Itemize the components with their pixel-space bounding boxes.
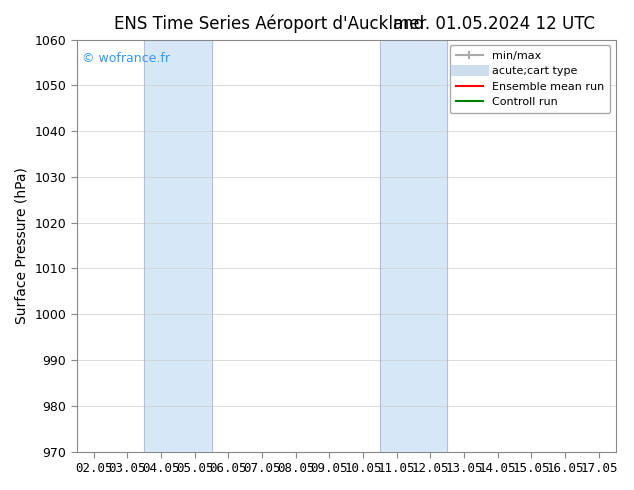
Text: mer. 01.05.2024 12 UTC: mer. 01.05.2024 12 UTC <box>393 15 595 33</box>
Text: ENS Time Series Aéroport d'Auckland: ENS Time Series Aéroport d'Auckland <box>114 15 424 33</box>
Bar <box>380 40 447 452</box>
Text: © wofrance.fr: © wofrance.fr <box>82 52 171 65</box>
Bar <box>144 40 212 452</box>
Y-axis label: Surface Pressure (hPa): Surface Pressure (hPa) <box>15 167 29 324</box>
Legend: min/max, acute;cart type, Ensemble mean run, Controll run: min/max, acute;cart type, Ensemble mean … <box>450 45 610 113</box>
